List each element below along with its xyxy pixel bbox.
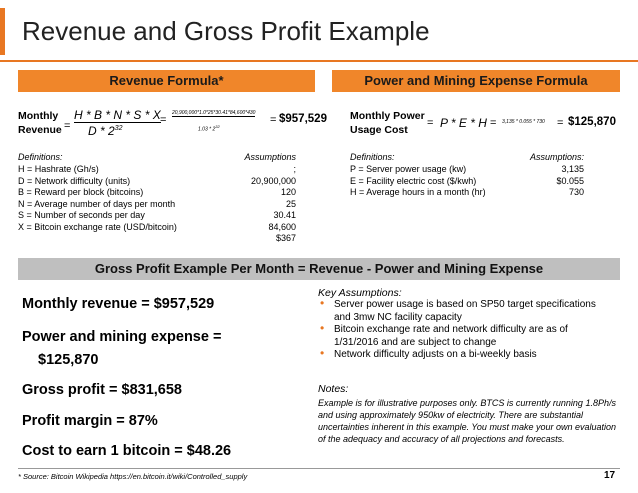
calc-numerator: 20,900,000*1.0*25*30.41*84,600*430	[172, 110, 256, 117]
page-number: 17	[604, 470, 616, 481]
title-accent	[0, 8, 5, 55]
bullet-dot: •	[320, 296, 325, 310]
formula-denominator: D * 232	[88, 124, 122, 138]
assumptions-title: Assumptions:	[529, 152, 584, 162]
assumptions-title: Assumptions	[244, 152, 296, 162]
definitions-title: Definitions:	[18, 152, 63, 162]
power-result: $125,870	[568, 116, 616, 128]
revenue-label: Monthly	[18, 110, 59, 122]
assumption: $0.055	[556, 175, 584, 186]
assumption: 120	[280, 187, 296, 197]
notes-title: Notes:	[318, 383, 349, 395]
calc-denominator-base: 1.03 * 2	[198, 126, 216, 133]
definitions-title: Definitions:	[350, 152, 395, 162]
calc-denominator-exp: 32	[215, 124, 220, 129]
power-formula: P * E * H	[440, 116, 487, 130]
equals: =	[490, 117, 497, 129]
definition: P = Server power usage (kw)	[350, 164, 467, 174]
bullet: Network difficulty adjusts on a bi-weekl…	[334, 349, 537, 360]
power-label: Monthly Power	[350, 110, 425, 122]
footer-source: * Source: Bitcoin Wikipedia https://en.b…	[18, 472, 248, 481]
equals: =	[64, 120, 71, 132]
gross-line: Power and mining expense =	[22, 329, 222, 345]
power-calc: 3,135 * 0.055 * 730	[502, 119, 545, 125]
definition: B = Reward per block (bitcoins)	[18, 187, 144, 197]
definition: E = Facility electric cost ($/kwh)	[350, 175, 477, 186]
definition: N = Average number of days per month	[18, 198, 176, 209]
gross-line: Profit margin = 87%	[22, 413, 158, 429]
assumption: 730	[568, 187, 584, 197]
gross-header: Gross Profit Example Per Month = Revenue…	[18, 258, 620, 280]
revenue-label: Revenue	[18, 124, 62, 136]
assumption: 20,900,000	[250, 175, 296, 186]
assumption: 25	[285, 198, 296, 209]
assumption: 84,600	[268, 221, 296, 232]
bullet-dot: •	[320, 321, 325, 335]
key-title: Key Assumptions:	[318, 287, 402, 299]
power-label: Usage Cost	[350, 124, 408, 136]
equals: =	[160, 114, 167, 126]
formula-denominator-base: D * 2	[88, 124, 115, 138]
definition: D = Network difficulty (units)	[18, 175, 131, 186]
gross-line: Gross profit = $831,658	[22, 382, 182, 398]
assumption: ;	[293, 164, 296, 174]
equals: =	[427, 117, 434, 129]
power-header: Power and Mining Expense Formula	[332, 70, 620, 92]
revenue-result: $957,529	[279, 113, 327, 125]
formula-denominator-exp: 32	[114, 125, 123, 132]
formula-numerator: H * B * N * S * X	[74, 108, 161, 123]
bullet-dot: •	[320, 346, 325, 360]
title: Revenue and Gross Profit Example	[22, 16, 430, 46]
notes: Example is for illustrative purposes onl…	[318, 398, 617, 444]
bullet: Bitcoin exchange rate and network diffic…	[334, 324, 568, 348]
definition: H = Hashrate (Gh/s)	[18, 164, 99, 174]
revenue-header: Revenue Formula*	[18, 70, 315, 92]
calc-denominator: 1.03 * 232	[198, 124, 220, 133]
equals: =	[557, 117, 564, 129]
definition: H = Average hours in a month (hr)	[350, 187, 486, 197]
definition: X = Bitcoin exchange rate (USD/bitcoin)	[18, 221, 177, 232]
footer-rule	[18, 468, 620, 469]
bullet: Server power usage is based on SP50 targ…	[334, 299, 596, 323]
definition: S = Number of seconds per day	[18, 210, 145, 220]
gross-line: $125,870	[38, 352, 99, 368]
gross-line: Monthly revenue = $957,529	[22, 296, 215, 312]
assumption: 30.41	[273, 210, 296, 220]
gross-line: Cost to earn 1 bitcoin = $48.26	[22, 443, 232, 459]
equals: =	[270, 114, 277, 126]
title-rule	[0, 60, 638, 62]
assumption: 3,135	[561, 164, 584, 174]
assumption: $367	[275, 233, 296, 243]
